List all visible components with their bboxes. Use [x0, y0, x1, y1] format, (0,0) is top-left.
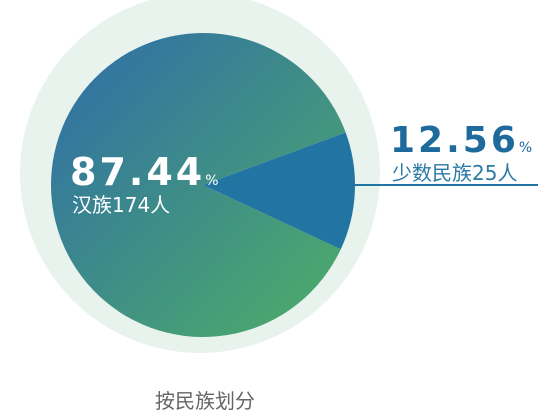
value-unit: % [205, 173, 218, 189]
value-unit: % [519, 140, 532, 156]
category-label: 汉族174人 [72, 193, 170, 217]
value-number: 12.56 [390, 120, 519, 161]
pie-slice [203, 132, 356, 250]
category-label: 少数民族25人 [392, 161, 517, 185]
value-label: 87.44% [70, 150, 219, 194]
chart-title: 按民族划分 [155, 389, 255, 413]
value-label: 12.56% [390, 120, 532, 161]
value-number: 87.44 [70, 150, 205, 194]
pie-slice [51, 33, 346, 337]
